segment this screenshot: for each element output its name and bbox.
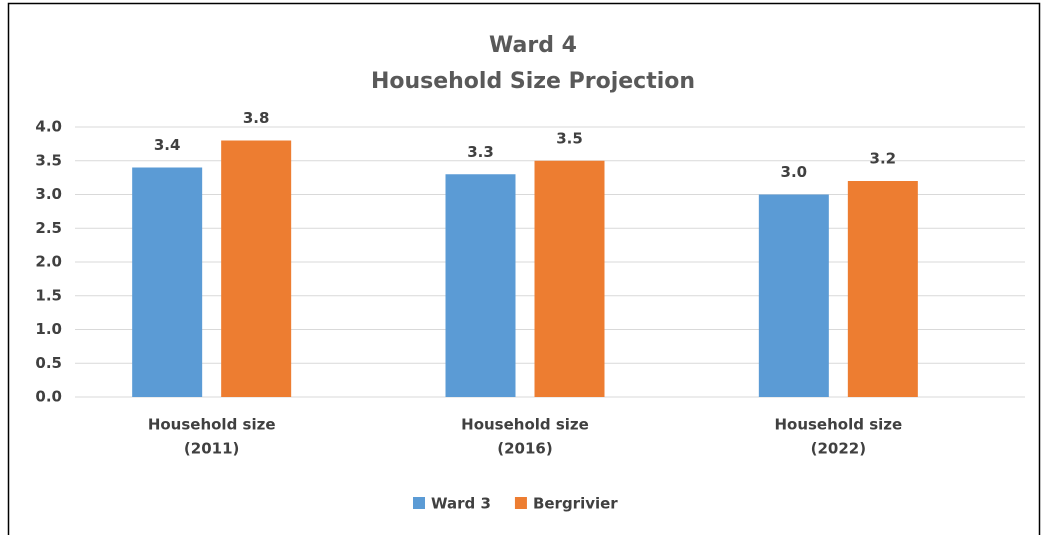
bar (847, 181, 918, 397)
y-tick-label: 3.0 (35, 185, 62, 203)
bar (132, 167, 203, 397)
y-tick-label: 3.5 (35, 151, 62, 169)
y-tick-label: 0.0 (35, 388, 62, 406)
value-label: 3.4 (154, 136, 181, 154)
legend-swatch (514, 497, 527, 509)
x-tick-label: (2011) (184, 440, 239, 458)
bar (758, 194, 829, 397)
x-tick-label: Household size (148, 416, 276, 434)
legend-label: Bergrivier (533, 495, 618, 513)
value-label: 3.3 (467, 143, 494, 161)
y-tick-label: 4.0 (35, 118, 62, 136)
bar (534, 160, 605, 397)
y-tick-label: 0.5 (35, 354, 62, 372)
bar (221, 140, 292, 397)
value-label: 3.5 (556, 129, 583, 147)
x-tick-label: (2016) (497, 440, 552, 458)
chart-title: Ward 4 (489, 33, 577, 58)
bar (445, 174, 516, 397)
y-tick-label: 1.5 (35, 286, 62, 304)
x-tick-label: (2022) (811, 440, 866, 458)
chart-subtitle: Household Size Projection (371, 69, 695, 94)
x-tick-label: Household size (774, 416, 902, 434)
legend-label: Ward 3 (431, 495, 491, 513)
legend-swatch (413, 497, 425, 509)
y-tick-label: 1.0 (35, 320, 62, 338)
y-tick-label: 2.0 (35, 253, 62, 271)
x-tick-label: Household size (461, 416, 589, 434)
value-label: 3.0 (781, 163, 808, 181)
value-label: 3.2 (870, 150, 897, 168)
value-label: 3.8 (243, 109, 270, 127)
y-tick-label: 2.5 (35, 219, 62, 237)
